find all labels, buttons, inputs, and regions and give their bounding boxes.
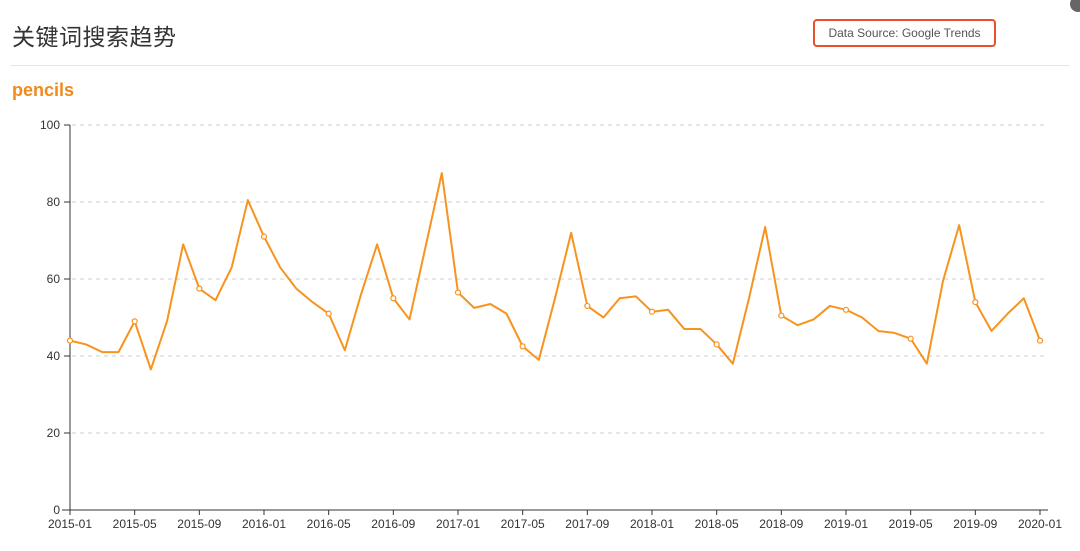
y-tick-label: 60: [47, 272, 61, 286]
y-tick-label: 40: [47, 349, 61, 363]
data-point-marker[interactable]: [519, 343, 526, 350]
x-tick-label: 2017-05: [501, 517, 545, 531]
data-point-marker[interactable]: [66, 337, 74, 344]
x-tick-label: 2016-05: [307, 517, 351, 531]
series-layer: [66, 172, 1044, 371]
data-source-badge: Data Source: Google Trends: [813, 19, 996, 47]
data-point-marker[interactable]: [842, 306, 850, 313]
data-point-marker[interactable]: [972, 299, 979, 306]
data-point-marker[interactable]: [325, 310, 332, 317]
data-point-marker[interactable]: [390, 295, 397, 302]
data-point-marker[interactable]: [454, 289, 462, 296]
header-divider: [10, 65, 1070, 66]
x-tick-label: 2018-05: [695, 517, 739, 531]
x-tick-label: 2019-09: [953, 517, 997, 531]
x-tick-label: 2019-05: [889, 517, 933, 531]
x-tick-label: 2019-01: [824, 517, 868, 531]
y-tick-label: 100: [40, 118, 60, 132]
data-point-marker[interactable]: [131, 318, 138, 325]
data-point-marker[interactable]: [196, 285, 203, 292]
x-tick-label: 2017-09: [565, 517, 609, 531]
corner-dot-icon: [1070, 0, 1080, 12]
x-tick-label: 2018-09: [759, 517, 803, 531]
page-title: 关键词搜索趋势: [12, 25, 177, 51]
y-tick-label: 0: [53, 503, 60, 517]
data-point-marker[interactable]: [713, 341, 720, 348]
x-tick-label: 2017-01: [436, 517, 480, 531]
x-tick-label: 2016-01: [242, 517, 286, 531]
x-tick-label: 2015-01: [48, 517, 92, 531]
grid-lines: [64, 124, 1048, 434]
x-tick-label: 2015-09: [177, 517, 221, 531]
data-point-marker[interactable]: [1036, 337, 1044, 344]
data-point-marker[interactable]: [260, 233, 268, 240]
data-point-marker[interactable]: [907, 335, 914, 342]
y-tick-label: 20: [47, 426, 61, 440]
x-tick-label: 2015-05: [113, 517, 157, 531]
tick-labels: 0 20 40 60 80 100 2015-01 2015-05 2015-09 2016-01…: [40, 118, 1062, 531]
series-line: [69, 172, 1041, 371]
x-tick-label: 2018-01: [630, 517, 674, 531]
data-point-marker[interactable]: [584, 302, 591, 310]
x-tick-label: 2016-09: [371, 517, 415, 531]
x-tick-label: 2020-01: [1018, 517, 1062, 531]
y-tick-label: 80: [47, 195, 61, 209]
data-point-marker[interactable]: [648, 308, 656, 315]
data-point-marker[interactable]: [778, 312, 785, 319]
keyword-label: pencils: [12, 80, 75, 100]
axes: [62, 124, 1048, 515]
